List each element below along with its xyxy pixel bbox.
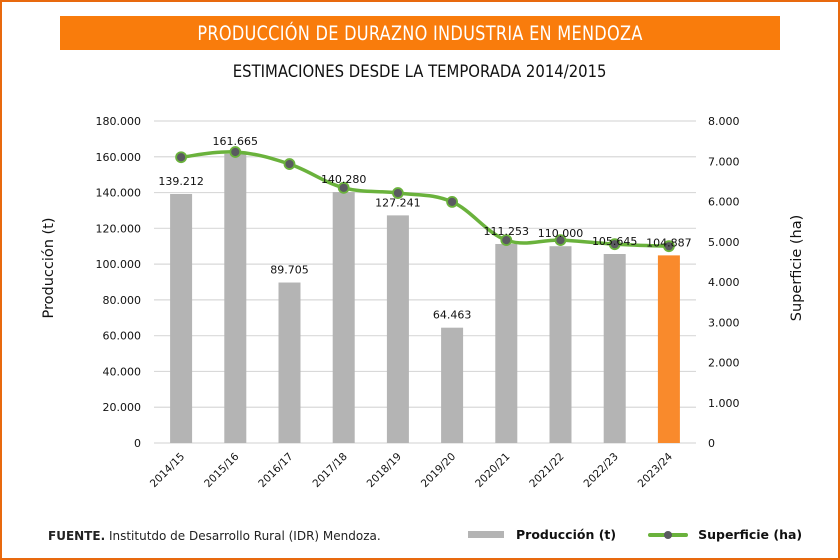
line-superficie (175, 146, 675, 253)
x-tick-label: 2023/24 (636, 450, 676, 490)
y-tick-left-label: 160.000 (96, 151, 142, 164)
x-tick-label: 2021/22 (527, 451, 566, 490)
bar-2017/18 (332, 192, 355, 443)
bar-2015/16 (224, 153, 247, 444)
source-text: Institutdo de Desarrollo Rural (IDR) Men… (108, 529, 381, 543)
y-tick-right-label: 7.000 (708, 155, 740, 168)
superficie-point-2019/20 (446, 196, 459, 208)
superficie-point-2018/19 (391, 187, 404, 199)
y-axis-left-ticks: 0 20.000 40.000 60.000 80.000 100.000 120.000 1… (96, 115, 142, 450)
legend-bar-swatch-icon (468, 531, 504, 538)
bar-2022/23 (603, 254, 626, 443)
y-tick-right-label: 2.000 (708, 357, 740, 370)
y-axis-right-ticks: 0 1.000 2.000 3.000 4.000 5.000 6.000 7.000 8.00… (708, 115, 740, 450)
bar-2016/17 (278, 282, 301, 443)
y-tick-left-label: 180.000 (96, 115, 142, 128)
y-tick-right-label: 6.000 (708, 196, 740, 209)
y-tick-left-label: 0 (134, 437, 141, 450)
legend-label-produccion: Producción (t) (516, 527, 617, 542)
legend-item-superficie: Superficie (ha) (648, 527, 802, 542)
legend: Producción (t) Superficie (ha) (468, 527, 834, 542)
bar-data-label: 89.705 (270, 264, 309, 277)
x-tick-label: 2018/19 (365, 451, 404, 490)
x-tick-label: 2014/15 (148, 451, 187, 490)
y-tick-right-label: 8.000 (708, 115, 740, 128)
bar-2018/19 (386, 215, 409, 443)
y-tick-left-label: 120.000 (96, 222, 142, 235)
bar-data-label: 111.253 (484, 225, 530, 238)
superficie-point-2017/18 (337, 181, 350, 194)
bar-2021/22 (549, 246, 572, 443)
y-tick-left-label: 60.000 (103, 330, 142, 343)
superficie-point-2015/16 (229, 146, 242, 158)
bar-data-label: 139.212 (158, 175, 204, 188)
bar-data-label: 161.665 (213, 135, 259, 148)
legend-item-produccion: Producción (t) (468, 527, 616, 542)
y-axis-right-title: Superficie (ha) (789, 215, 805, 322)
superficie-point-2021/22 (554, 234, 567, 247)
x-tick-label: 2022/23 (581, 451, 620, 490)
bar-data-label: 110.000 (538, 227, 584, 240)
y-tick-left-label: 140.000 (96, 187, 142, 200)
y-tick-left-label: 40.000 (103, 365, 142, 378)
y-tick-right-label: 1.000 (708, 397, 740, 410)
bar-2019/20 (441, 327, 464, 443)
chart-subtitle-container: ESTIMACIONES DESDE LA TEMPORADA 2014/201… (0, 62, 840, 81)
x-tick-label: 2019/20 (419, 451, 458, 490)
superficie-point-2016/17 (283, 158, 296, 170)
superficie-point-2020/21 (500, 234, 513, 247)
x-tick-label: 2015/16 (202, 450, 242, 490)
bar-data-label: 127.241 (375, 196, 421, 209)
superficie-point-2023/24 (663, 240, 675, 253)
y-tick-left-label: 20.000 (103, 401, 142, 414)
x-tick-label: 2017/18 (310, 451, 349, 490)
y-tick-right-label: 3.000 (708, 316, 740, 329)
source-label: FUENTE. (48, 529, 106, 543)
bar-data-label: 140.280 (321, 173, 367, 186)
bar-data-label: 104.887 (646, 236, 692, 249)
chart-title: PRODUCCIÓN DE DURAZNO INDUSTRIA EN MENDO… (197, 21, 643, 45)
x-tick-label: 2016/17 (256, 451, 295, 490)
bars-produccion (170, 153, 680, 444)
source-note: FUENTE. Institutdo de Desarrollo Rural (… (48, 529, 381, 543)
chart-title-banner: PRODUCCIÓN DE DURAZNO INDUSTRIA EN MENDO… (60, 16, 780, 50)
y-tick-left-label: 80.000 (103, 294, 142, 307)
y-tick-left-label: 100.000 (96, 258, 142, 271)
legend-line-marker-icon (648, 528, 689, 542)
superficie-point-2022/23 (608, 238, 621, 251)
bar-2023/24 (657, 255, 680, 443)
bar-data-label: 105.645 (592, 235, 638, 248)
bar-data-label: 64.463 (433, 309, 472, 322)
bar-data-labels: 139.212 161.665 89.705 140.280 127.241 64.463… (158, 135, 691, 322)
y-tick-right-label: 4.000 (708, 276, 740, 289)
superficie-line-path (179, 150, 671, 248)
x-axis-ticks: 2014/15 2015/16 2016/17 2017/18 2018/19 2019/… (148, 450, 675, 490)
y-axis-left-title: Producción (t) (41, 217, 57, 318)
bar-2014/15 (170, 193, 193, 443)
superficie-point-2014/15 (175, 151, 188, 164)
y-tick-right-label: 5.000 (708, 236, 740, 249)
chart-subtitle: ESTIMACIONES DESDE LA TEMPORADA 2014/201… (233, 62, 607, 81)
y-tick-right-label: 0 (708, 437, 715, 450)
x-tick-label: 2020/21 (473, 451, 512, 490)
bar-2020/21 (495, 243, 518, 443)
legend-label-superficie: Superficie (ha) (698, 527, 803, 542)
